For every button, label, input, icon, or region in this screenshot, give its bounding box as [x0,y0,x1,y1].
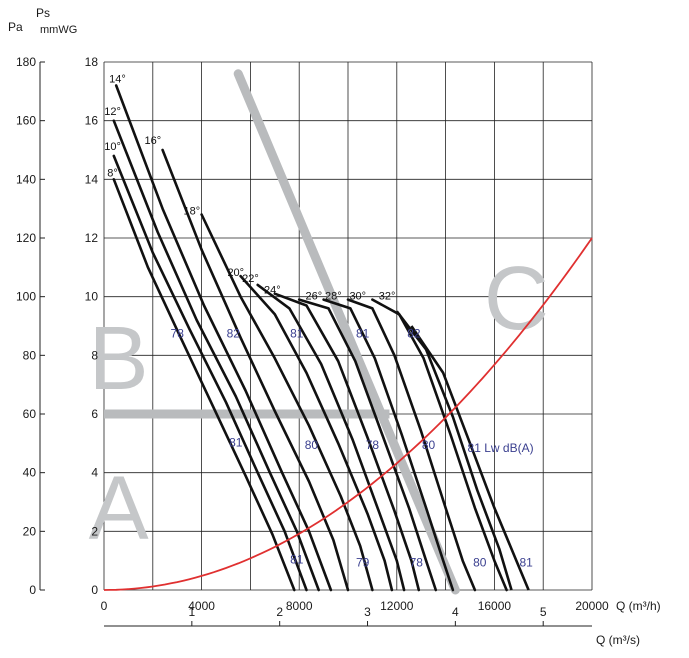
angle-label: 22° [242,273,259,285]
mmwg-tick-label: 10 [85,290,99,304]
sound-level-label: 78 [410,556,424,570]
pa-tick-label: 100 [16,290,36,304]
curve-16deg [161,148,350,592]
curve-labels: 8° 10° 12° 14° 16° 18° 20°22° 24° 26° 28° 30° 32° 78… [104,74,533,570]
curve-24deg [273,292,421,592]
angle-label: 16° [144,135,161,147]
curve-8deg [112,178,296,592]
x2-tick-label: 4 [452,605,459,619]
pa-tick-label: 60 [23,407,37,421]
pa-axis-title: Pa [8,20,23,34]
angle-label: 32° [379,291,396,303]
curve-26deg [297,298,438,592]
curve-10deg [112,154,308,592]
curve-22deg [256,283,406,592]
curve-28deg [322,298,455,592]
sound-level-label: 78 [366,438,380,452]
mmwg-tick-label: 8 [91,348,98,362]
pa-tick-label: 140 [16,172,36,186]
mmwg-tick-label: 18 [85,55,99,69]
x-tick-label: 8000 [286,599,313,613]
curve-18deg [200,213,374,592]
zone-band-diagonal [233,69,460,595]
sound-level-label: 80 [473,556,487,570]
mmwg-tick-label: 14 [85,172,99,186]
angle-label: 8° [107,167,118,179]
zone-bands [104,69,460,595]
x-axis-title: Q (m³/h) [616,599,661,613]
ps-axis-title: Ps [36,6,50,20]
angle-label: 30° [349,291,366,303]
pa-tick-label: 40 [23,466,37,480]
sound-level-label: 78 [171,327,185,341]
mmwg-tick-label: 4 [91,466,98,480]
angle-label: 26° [306,291,323,303]
curve-30deg [346,298,477,592]
zone-letter-b: B [89,309,149,409]
x-tick-label: 12000 [380,599,414,613]
pa-tick-label: 160 [16,114,36,128]
sound-level-label: 80 [422,438,436,452]
axes: 020406080100120140160180PaPsmmWG02468101… [8,6,661,647]
x2-tick-label: 3 [364,605,371,619]
angle-label: 28° [325,291,342,303]
x2-tick-label: 5 [540,605,547,619]
zone-letter-a: A [89,459,149,559]
system-curve [103,237,593,591]
curve-14deg [114,84,333,592]
x-tick-label: 20000 [575,599,609,613]
zone-letter-c: C [484,249,549,349]
pa-tick-label: 120 [16,231,36,245]
angle-label: 14° [109,74,126,86]
curve-12deg [112,119,320,592]
curve-20deg [239,274,394,592]
lw-dba-label: 81 Lw dB(A) [468,441,534,455]
x2-tick-label: 1 [188,605,195,619]
zone-letters: AB C [89,249,549,559]
x-tick-label: 16000 [478,599,512,613]
sound-level-label: 81 [290,327,304,341]
system-resistance-curve [103,237,593,591]
blade-angle-curves [112,84,530,592]
curve-extra [410,325,530,591]
angle-label: 10° [104,141,121,153]
mmwg-tick-label: 6 [91,407,98,421]
curve-extra [395,310,513,591]
x-tick-label: 4000 [188,599,215,613]
sound-level-label: 81 [229,435,243,449]
sound-level-label: 82 [407,327,421,341]
sound-level-label: 81 [290,553,304,567]
x-tick-label: 0 [101,599,108,613]
pa-tick-label: 180 [16,55,36,69]
pa-tick-label: 20 [23,524,37,538]
mmwg-tick-label: 12 [85,231,99,245]
sound-level-label: 80 [305,438,319,452]
angle-label: 18° [184,206,201,218]
angle-label: 20° [227,267,244,279]
x2-tick-label: 2 [276,605,283,619]
angle-label: 12° [104,106,121,118]
mmwg-tick-label: 0 [91,583,98,597]
angle-label: 24° [264,285,281,297]
pa-tick-label: 80 [23,348,37,362]
x2-axis-title: Q (m³/s) [596,633,640,647]
sound-level-label: 81 [519,556,533,570]
pa-tick-label: 0 [29,583,36,597]
mmwg-axis-title: mmWG [40,24,77,36]
mmwg-tick-label: 16 [85,114,99,128]
sound-level-label: 79 [356,556,370,570]
sound-level-label: 82 [227,327,241,341]
sound-level-label: 81 [356,327,370,341]
mmwg-tick-label: 2 [91,524,98,538]
